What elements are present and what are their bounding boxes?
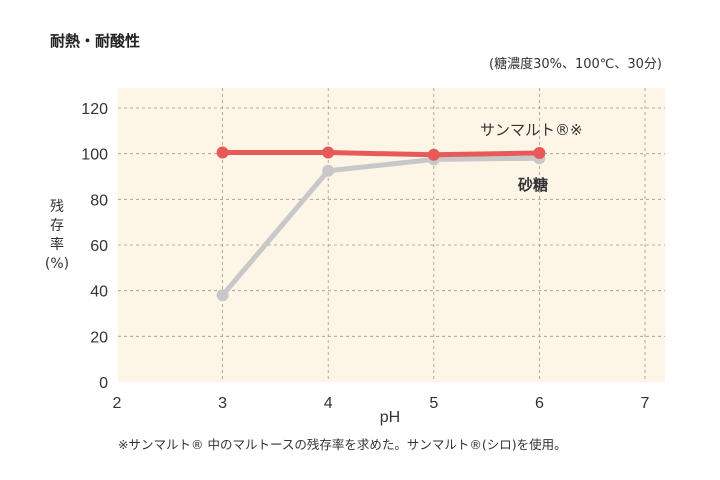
- x-tick-label: 7: [641, 395, 650, 412]
- chart-title: 耐熱・耐酸性: [50, 32, 141, 50]
- y-tick-label: 0: [99, 375, 108, 392]
- y-label-char: 存: [50, 218, 64, 234]
- y-label-char: 残: [50, 199, 64, 215]
- conditions-note: (糖濃度30%、100℃、30分): [489, 57, 662, 72]
- legend-sanmalt: サンマルト®※: [480, 121, 583, 139]
- x-tick-label: 6: [535, 395, 544, 412]
- y-tick-label: 100: [81, 147, 108, 164]
- data-point: [322, 146, 335, 159]
- x-tick-label: 4: [324, 395, 333, 412]
- y-label-char: 率: [50, 237, 64, 253]
- series-line: [222, 150, 540, 158]
- y-axis-label: 残 存 率 (%): [42, 198, 72, 274]
- y-tick-label: 40: [90, 284, 108, 301]
- series-line: [220, 155, 540, 297]
- x-tick-label: 3: [218, 395, 227, 412]
- data-point: [322, 164, 335, 177]
- y-tick-label: 20: [90, 329, 108, 346]
- plot-background: [118, 88, 665, 382]
- y-tick-label: 60: [90, 238, 108, 255]
- x-tick-label: 5: [429, 395, 438, 412]
- y-label-char: (%): [44, 256, 70, 272]
- data-point: [533, 146, 546, 159]
- x-axis-label: pH: [380, 409, 400, 426]
- data-point: [427, 148, 440, 161]
- data-point: [216, 289, 229, 302]
- footnote: ※サンマルト® 中のマルトースの残存率を求めた。サンマルト®(シロ)を使用。: [118, 437, 567, 452]
- y-tick-label: 120: [81, 101, 108, 118]
- data-point: [216, 146, 229, 159]
- legend-sugar: 砂糖: [518, 176, 548, 194]
- x-tick-label: 2: [113, 395, 122, 412]
- y-tick-label: 80: [90, 192, 108, 209]
